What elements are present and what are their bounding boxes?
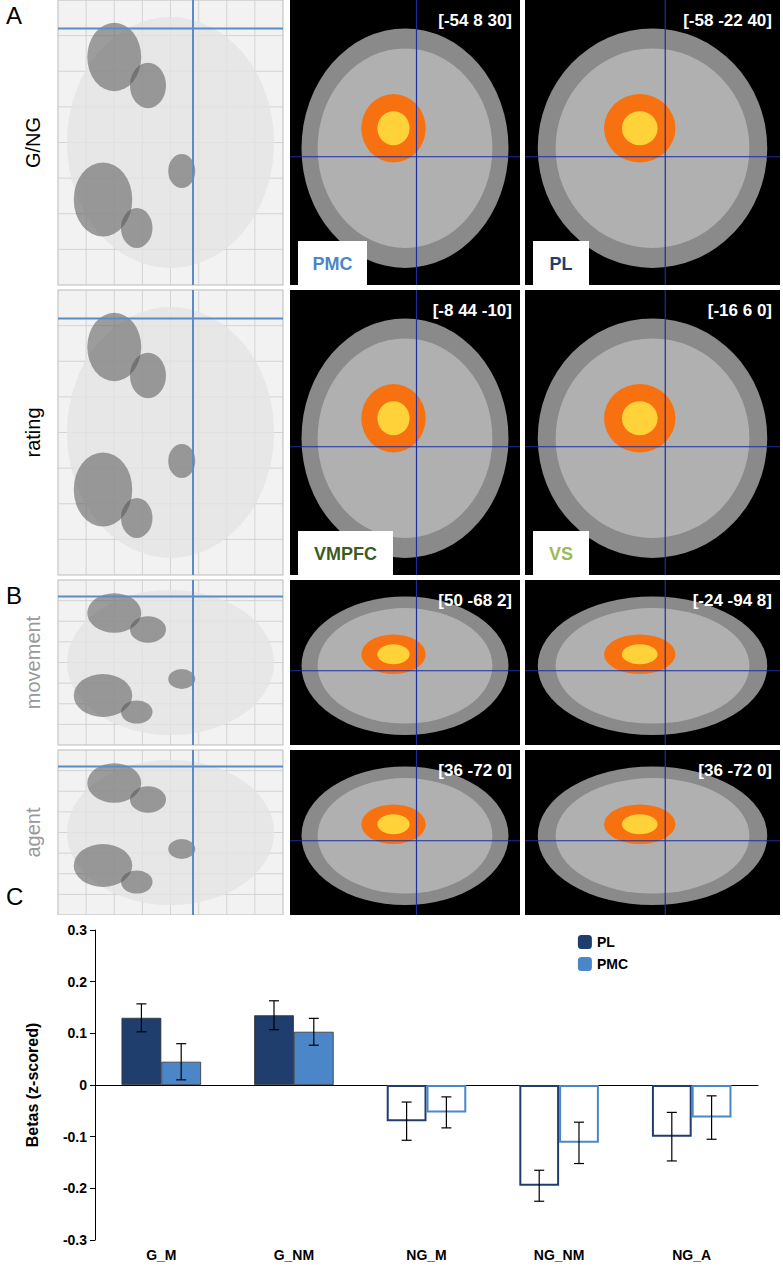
svg-text:B: B — [6, 582, 22, 609]
svg-text:-0.2: -0.2 — [63, 1180, 87, 1196]
svg-text:[50 -68 2]: [50 -68 2] — [438, 591, 512, 610]
svg-text:NG_M: NG_M — [406, 1247, 446, 1263]
svg-text:PL: PL — [549, 254, 572, 274]
svg-text:agent: agent — [22, 807, 44, 857]
svg-text:-0.3: -0.3 — [63, 1232, 87, 1248]
svg-text:[36 -72 0]: [36 -72 0] — [698, 761, 772, 780]
svg-text:Betas (z-scored): Betas (z-scored) — [24, 1023, 41, 1147]
svg-text:G_M: G_M — [146, 1247, 176, 1263]
svg-text:rating: rating — [22, 407, 44, 457]
svg-text:[-8 44 -10]: [-8 44 -10] — [433, 301, 512, 320]
svg-text:-0.1: -0.1 — [63, 1129, 87, 1145]
svg-text:[-24 -94 8]: [-24 -94 8] — [693, 591, 772, 610]
svg-text:0.2: 0.2 — [68, 974, 88, 990]
svg-text:A: A — [6, 2, 22, 29]
svg-text:[-16 6 0]: [-16 6 0] — [708, 301, 772, 320]
svg-text:VS: VS — [549, 544, 573, 564]
svg-text:PMC: PMC — [313, 254, 353, 274]
svg-text:C: C — [6, 883, 23, 910]
svg-text:[-54 8 30]: [-54 8 30] — [438, 11, 512, 30]
svg-text:0.1: 0.1 — [68, 1025, 88, 1041]
svg-text:[36 -72 0]: [36 -72 0] — [438, 761, 512, 780]
svg-text:0: 0 — [79, 1077, 87, 1093]
svg-text:VMPFC: VMPFC — [314, 544, 377, 564]
svg-text:G/NG: G/NG — [22, 117, 44, 168]
svg-text:G_NM: G_NM — [274, 1247, 314, 1263]
svg-text:PMC: PMC — [597, 956, 628, 972]
svg-text:NG_NM: NG_NM — [534, 1247, 585, 1263]
svg-text:NG_A: NG_A — [672, 1247, 711, 1263]
svg-text:0.3: 0.3 — [68, 922, 88, 938]
svg-text:movement: movement — [22, 615, 44, 709]
svg-text:PL: PL — [597, 934, 615, 950]
svg-text:[-58 -22 40]: [-58 -22 40] — [683, 11, 772, 30]
